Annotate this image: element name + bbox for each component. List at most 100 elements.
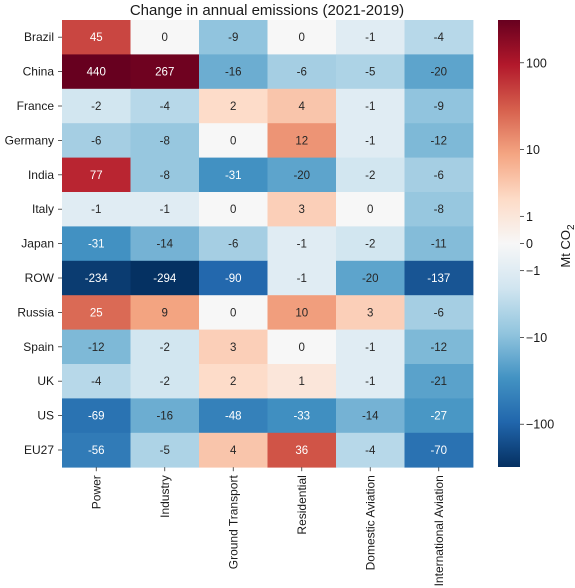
cell-value-label: -16 (156, 411, 173, 423)
colorbar-tick-label: 10 (526, 143, 540, 157)
cell-value-label: 0 (162, 32, 168, 44)
heatmap-cell (267, 432, 337, 468)
cell-value-label: 0 (299, 32, 305, 44)
cell-value-label: -2 (160, 376, 170, 388)
heatmap-cell (404, 88, 474, 124)
row-label: Russia (17, 305, 54, 319)
cell-value-label: -1 (365, 32, 375, 44)
heatmap-cell (199, 432, 268, 468)
row-label: France (17, 99, 55, 113)
heatmap-cell (404, 123, 474, 158)
cell-value-label: -27 (430, 411, 447, 423)
row-label: Italy (32, 202, 54, 216)
heatmap-cell (336, 364, 405, 399)
row-label: UK (37, 374, 54, 388)
heatmap-cell (199, 398, 268, 434)
heatmap-cell (62, 157, 131, 193)
cell-value-label: 4 (299, 101, 306, 113)
heatmap-cell (130, 157, 200, 193)
cell-value-label: 10 (295, 307, 308, 319)
row-label: ROW (25, 271, 55, 285)
cell-value-label: -2 (160, 342, 170, 354)
cell-value-label: 0 (230, 204, 236, 216)
cell-value-label: 4 (230, 445, 237, 457)
cell-value-label: -294 (153, 273, 177, 285)
heatmap-cell (336, 54, 405, 90)
heatmap-cell (267, 329, 337, 365)
heatmap-cell (130, 192, 200, 227)
heatmap-cell (267, 88, 337, 124)
heatmap-cell (404, 157, 474, 193)
colorbar-tick-label: −1 (526, 264, 540, 278)
cell-value-label: -4 (91, 376, 102, 388)
heatmap-cell (404, 226, 474, 262)
cell-value-label: 36 (295, 445, 308, 457)
cell-value-label: -31 (88, 239, 105, 251)
column-label: Ground Transport (226, 475, 240, 570)
heatmap-cell (404, 54, 474, 90)
cell-value-label: -12 (430, 135, 447, 147)
cell-value-label: -234 (85, 273, 109, 285)
heatmap-cell (62, 123, 131, 158)
heatmap-cell (130, 226, 200, 262)
cell-value-label: -20 (362, 273, 379, 285)
cell-value-label: -1 (160, 204, 170, 216)
colorbar-gradient (498, 20, 520, 467)
heatmap-cell (336, 398, 405, 434)
row-label: Spain (23, 340, 54, 354)
heatmap-cell (62, 295, 131, 330)
heatmap-cell (199, 295, 268, 330)
cell-value-label: 12 (295, 135, 308, 147)
heatmap-cell (404, 329, 474, 365)
column-label: International Aviation (432, 475, 446, 586)
heatmap-cell (267, 295, 337, 330)
heatmap-cell (130, 398, 200, 434)
cell-value-label: -6 (228, 239, 238, 251)
heatmap-cell (336, 20, 405, 55)
column-label: Residential (295, 475, 309, 534)
cell-value-label: 0 (230, 307, 236, 319)
cell-value-label: -14 (156, 239, 173, 251)
column-label: Industry (158, 475, 172, 518)
heatmap-cell (404, 364, 474, 399)
cell-value-label: -4 (365, 445, 376, 457)
heatmap-cell (130, 20, 200, 55)
cell-value-label: -1 (365, 135, 375, 147)
cell-value-label: -90 (225, 273, 242, 285)
row-label: EU27 (24, 443, 54, 457)
row-label: Japan (21, 237, 54, 251)
cell-value-label: -1 (91, 204, 101, 216)
heatmap-cell (267, 192, 337, 227)
heatmap-cell (130, 54, 200, 90)
row-labels: Brazil China France Germany India Italy Japan R… (5, 30, 62, 457)
heatmap-cell (130, 295, 200, 330)
cell-value-label: 45 (90, 32, 103, 44)
cell-value-label: -11 (431, 239, 447, 251)
heatmap-cell (404, 295, 474, 330)
heatmap-cell (336, 260, 405, 296)
heatmap-cell (267, 157, 337, 193)
heatmap-cell (336, 157, 405, 193)
heatmap-cell (62, 192, 131, 227)
cell-value-label: -33 (293, 411, 310, 423)
cell-value-label: 267 (155, 67, 174, 79)
cell-value-label: -5 (160, 445, 170, 457)
cell-value-label: -8 (160, 135, 170, 147)
heatmap-cell (199, 123, 268, 158)
heatmap-cell (404, 260, 474, 296)
cell-value-label: 77 (90, 170, 103, 182)
cell-value-label: -1 (297, 239, 307, 251)
cell-value-label: -69 (88, 411, 105, 423)
cell-value-label: -1 (297, 273, 307, 285)
row-label: Germany (5, 133, 54, 147)
heatmap-cell (199, 260, 268, 296)
cell-value-label: -5 (365, 67, 375, 79)
cell-value-label: -6 (434, 170, 444, 182)
heatmap-cell (62, 364, 131, 399)
heatmap-cell (199, 54, 268, 90)
heatmap-cell (404, 192, 474, 227)
cell-value-label: -12 (430, 342, 447, 354)
heatmap-cell (404, 432, 474, 468)
